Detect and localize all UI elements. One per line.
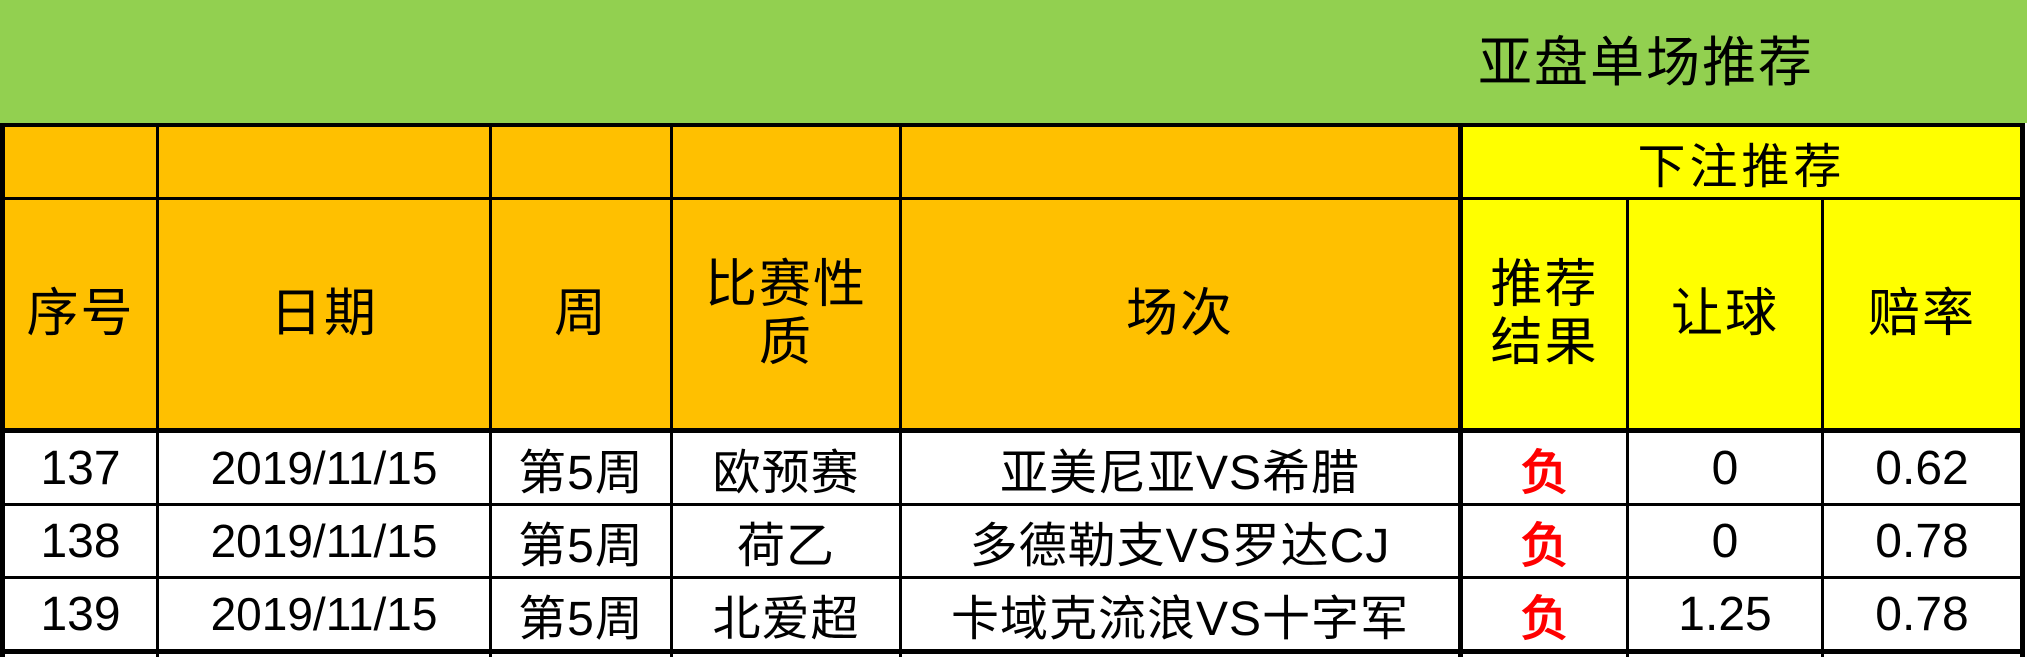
- column-header-odds: 赔率: [1820, 197, 2025, 433]
- cell-competition: 荷乙: [670, 503, 902, 579]
- column-header-competition: 比赛性质: [670, 197, 902, 433]
- cell-match: 亚美尼亚VS希腊: [899, 429, 1462, 506]
- bet-group-header: 下注推荐: [1457, 123, 2025, 200]
- empty-cell: [670, 123, 902, 200]
- column-header-result-label: 推荐结果: [1490, 255, 1599, 372]
- table-row: 137 2019/11/15 第5周 欧预赛 亚美尼亚VS希腊 负 0 0.62: [1, 429, 2025, 506]
- cell-date: 2019/11/15: [156, 429, 492, 506]
- cell-competition: 欧预赛: [670, 429, 902, 506]
- empty-cell: [1, 650, 159, 657]
- cell-index: 138: [1, 503, 159, 579]
- cell-odds: 0.62: [1820, 429, 2025, 506]
- column-header-result: 推荐结果: [1458, 197, 1629, 433]
- cell-week: 第5周: [489, 576, 673, 654]
- cell-date: 2019/11/15: [156, 576, 492, 654]
- empty-cell: [670, 650, 902, 657]
- table-row: 138 2019/11/15 第5周 荷乙 多德勒支VS罗达CJ 负 0 0.7…: [1, 503, 2025, 579]
- table-row: 139 2019/11/15 第5周 北爱超 卡域克流浪VS十字军 负 1.25…: [1, 576, 2025, 654]
- cell-handicap: 0: [1626, 503, 1824, 579]
- page-title: 亚盘单场推荐: [1478, 33, 1814, 93]
- empty-cell: [156, 123, 492, 200]
- cell-date: 2019/11/15: [156, 503, 492, 579]
- partial-next-row: [1, 650, 2025, 657]
- recommendation-table: 下注推荐 序号 日期 周 比赛性质 场次 推荐结果 让球 赔率 137 2019…: [0, 123, 2026, 657]
- cell-week: 第5周: [489, 503, 673, 579]
- column-header-index: 序号: [1, 197, 159, 433]
- empty-cell: [489, 650, 673, 657]
- cell-handicap: 1.25: [1626, 576, 1824, 654]
- cell-odds: 0.78: [1820, 503, 2025, 579]
- title-banner: 亚盘单场推荐: [0, 0, 2027, 123]
- cell-match: 多德勒支VS罗达CJ: [899, 503, 1462, 579]
- cell-result: 负: [1458, 429, 1629, 506]
- empty-cell: [899, 650, 1462, 657]
- group-header-row: 下注推荐: [1, 123, 2025, 200]
- empty-cell: [1626, 650, 1824, 657]
- empty-cell: [156, 650, 492, 657]
- empty-cell: [899, 123, 1462, 200]
- empty-cell: [489, 123, 673, 200]
- column-header-week: 周: [489, 197, 673, 433]
- empty-cell: [1820, 650, 2025, 657]
- cell-result: 负: [1458, 576, 1629, 654]
- cell-week: 第5周: [489, 429, 673, 506]
- empty-cell: [1, 123, 159, 200]
- cell-index: 137: [1, 429, 159, 506]
- cell-index: 139: [1, 576, 159, 654]
- cell-competition: 北爱超: [670, 576, 902, 654]
- column-header-match: 场次: [899, 197, 1462, 433]
- column-header-handicap: 让球: [1626, 197, 1824, 433]
- empty-cell: [1458, 650, 1629, 657]
- cell-handicap: 0: [1626, 429, 1824, 506]
- cell-result: 负: [1458, 503, 1629, 579]
- column-header-row: 序号 日期 周 比赛性质 场次 推荐结果 让球 赔率: [1, 197, 2025, 433]
- column-header-date: 日期: [156, 197, 492, 433]
- column-header-competition-label: 比赛性质: [704, 255, 867, 372]
- cell-match: 卡域克流浪VS十字军: [899, 576, 1462, 654]
- cell-odds: 0.78: [1820, 576, 2025, 654]
